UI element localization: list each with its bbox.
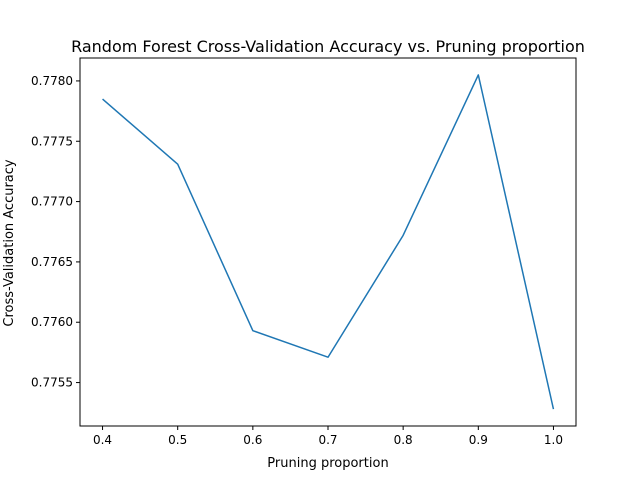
x-tick-label: 1.0 — [544, 433, 563, 447]
x-tick-label: 0.4 — [93, 433, 112, 447]
y-tick-label: 0.7760 — [31, 315, 73, 329]
y-axis-label: Cross-Validation Accuracy — [2, 159, 17, 327]
series-line-0 — [102, 74, 555, 410]
x-tick-label: 0.5 — [168, 433, 187, 447]
plot-area: 0.4 0.5 0.6 0.7 0.8 0.9 1.0 0.7755 0.7760 0.7765 0… — [31, 57, 577, 447]
x-tick-label: 0.7 — [318, 433, 337, 447]
y-tick-label: 0.7755 — [31, 376, 73, 390]
y-tick-label: 0.7780 — [31, 74, 73, 88]
x-tick-label: 0.8 — [394, 433, 413, 447]
y-tick-label: 0.7770 — [31, 195, 73, 209]
chart-title: Random Forest Cross-Validation Accuracy … — [71, 37, 585, 56]
y-tick-label: 0.7765 — [31, 255, 73, 269]
x-axis-label: Pruning proportion — [267, 456, 388, 471]
x-tick-label: 0.9 — [469, 433, 488, 447]
x-tick-label: 0.6 — [243, 433, 262, 447]
y-tick-label: 0.7775 — [31, 134, 73, 148]
